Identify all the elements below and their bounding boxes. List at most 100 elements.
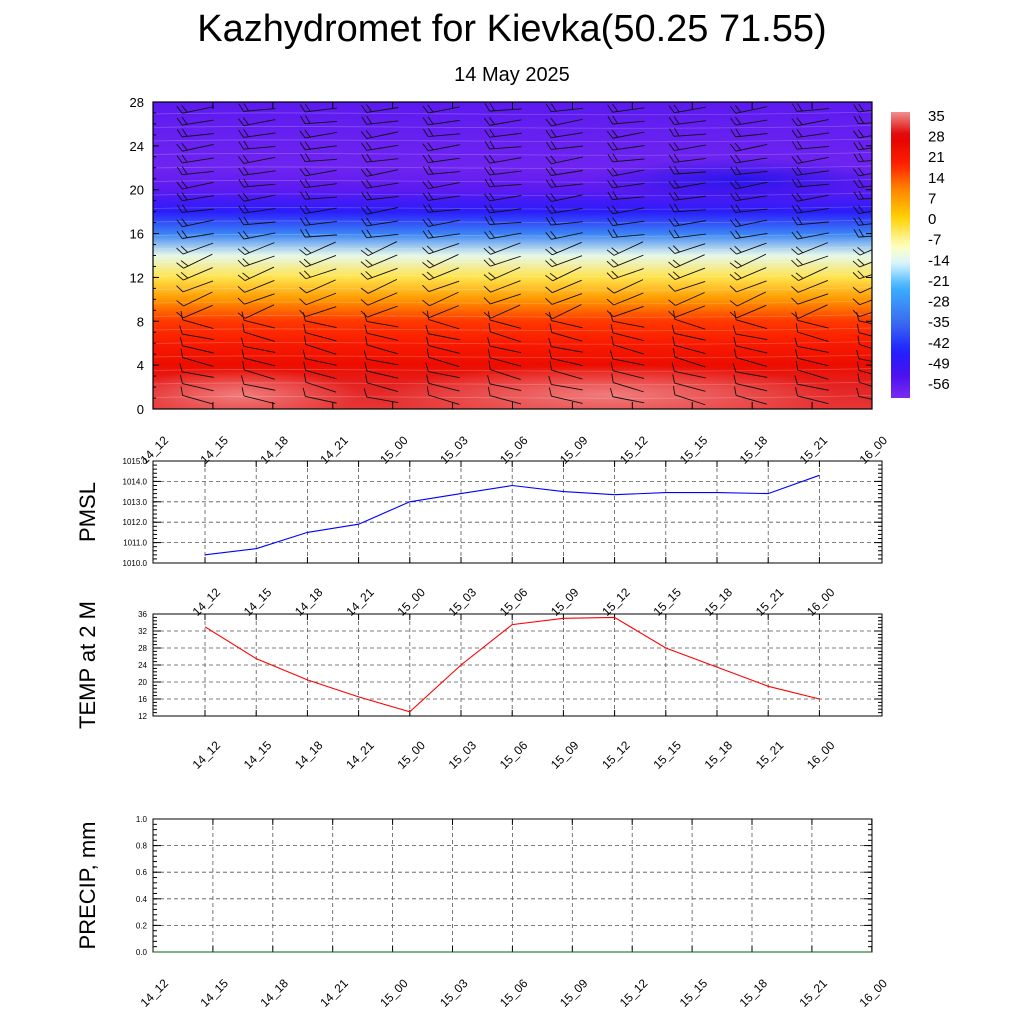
wind-barb-shaft bbox=[183, 253, 213, 269]
precip-ytick-label: 0.2 bbox=[136, 921, 148, 930]
wind-barb bbox=[487, 386, 522, 405]
wind-barb-flag bbox=[611, 270, 619, 278]
wind-barb-shaft bbox=[858, 320, 872, 328]
wind-barb bbox=[361, 191, 399, 201]
wind-barb-shaft bbox=[305, 268, 337, 280]
wind-barb-shaft bbox=[859, 268, 872, 280]
wind-barb-shaft bbox=[366, 196, 399, 201]
wind-barb-shaft bbox=[243, 232, 276, 240]
wind-barb-shaft bbox=[674, 318, 706, 330]
wind-barb-shaft bbox=[366, 396, 399, 404]
wind-barb bbox=[610, 324, 645, 342]
wind-barb-flag bbox=[796, 216, 803, 225]
wind-barb bbox=[791, 255, 829, 267]
wind-barb-flag bbox=[672, 259, 681, 267]
precip-ytick-label: 1.0 bbox=[136, 815, 148, 824]
wind-barb-flag bbox=[668, 154, 675, 163]
wind-barb bbox=[422, 154, 460, 164]
wind-barb-shaft bbox=[612, 207, 645, 215]
wind-barb-flag bbox=[299, 286, 307, 294]
wind-barb bbox=[484, 216, 522, 225]
wind-barb-shaft bbox=[244, 242, 275, 256]
wind-barb-flag bbox=[242, 323, 245, 333]
wind-barb bbox=[426, 310, 460, 330]
wind-barb-flag bbox=[669, 203, 675, 213]
wind-barb bbox=[668, 281, 706, 292]
wind-barb-shaft bbox=[428, 267, 460, 281]
wind-barb bbox=[607, 141, 645, 151]
wind-barb-shaft bbox=[858, 396, 872, 404]
wind-barb-flag bbox=[607, 229, 613, 238]
cs-ytick-label: 20 bbox=[130, 183, 144, 198]
wind-barb-flag bbox=[181, 204, 188, 213]
wind-barb-flag bbox=[609, 350, 614, 360]
wind-barb-flag bbox=[606, 130, 614, 139]
wind-barb-shaft bbox=[735, 195, 768, 202]
wind-barb-shaft bbox=[490, 293, 521, 305]
wind-barb-flag bbox=[366, 179, 373, 188]
wind-barb-shaft bbox=[183, 267, 213, 281]
wind-barb bbox=[853, 228, 872, 238]
wind-barb-flag bbox=[733, 337, 737, 346]
wind-barb bbox=[487, 337, 522, 354]
wind-barb-flag bbox=[853, 130, 860, 139]
wind-barb bbox=[668, 180, 706, 189]
contour-line bbox=[153, 395, 872, 399]
wind-barb-shaft bbox=[551, 118, 583, 127]
wind-barb-flag bbox=[796, 178, 803, 187]
wind-barb-flag bbox=[857, 270, 865, 278]
wind-barb-flag bbox=[489, 204, 495, 213]
cs-xtick-label: 15_00 bbox=[377, 433, 411, 467]
wind-barb-shaft bbox=[490, 242, 521, 255]
contour-line bbox=[153, 381, 872, 386]
wind-barb-flag bbox=[304, 129, 311, 138]
wind-barb bbox=[729, 291, 767, 307]
wind-barb-shaft bbox=[551, 132, 583, 139]
wind-barb-shaft bbox=[305, 370, 337, 380]
wind-barb-shaft bbox=[489, 194, 522, 202]
wind-barb-flag bbox=[303, 270, 311, 278]
wind-barb-shaft bbox=[182, 133, 214, 138]
wind-barb-flag bbox=[361, 142, 368, 151]
wind-barb-flag bbox=[606, 260, 614, 268]
wind-barb bbox=[730, 204, 768, 213]
wind-barb bbox=[237, 279, 275, 293]
wind-barb bbox=[237, 155, 276, 164]
wind-barb-shaft bbox=[858, 207, 872, 215]
wind-barb bbox=[791, 103, 829, 112]
wind-barb-shaft bbox=[735, 383, 768, 392]
colorbar-label: -49 bbox=[928, 355, 950, 372]
wind-barb bbox=[545, 178, 583, 188]
wind-barb-shaft bbox=[674, 382, 706, 392]
wind-barb-flag bbox=[606, 249, 615, 256]
wind-barb-flag bbox=[550, 193, 557, 201]
wind-barb-flag bbox=[426, 348, 430, 358]
wind-barb-shaft bbox=[305, 183, 337, 188]
wind-barb-flag bbox=[607, 142, 614, 151]
precip-ytick-label: 0.4 bbox=[136, 895, 148, 904]
chart-subtitle: 14 May 2025 bbox=[454, 64, 570, 86]
wind-barb-flag bbox=[791, 274, 799, 281]
wind-barb-flag bbox=[489, 128, 495, 137]
wind-barb-flag bbox=[176, 129, 183, 138]
colorbar-label: -28 bbox=[928, 294, 950, 311]
wind-barb-flag bbox=[857, 167, 865, 176]
wind-barb-flag bbox=[179, 337, 183, 346]
wind-barb-flag bbox=[732, 325, 737, 335]
wind-barb-shaft bbox=[244, 304, 275, 319]
wind-barb-flag bbox=[300, 229, 306, 238]
wind-barb-shaft bbox=[858, 370, 872, 380]
wind-barb bbox=[360, 267, 398, 280]
wind-barb-flag bbox=[796, 192, 803, 201]
wind-barb-shaft bbox=[735, 371, 768, 378]
wind-barb bbox=[361, 217, 399, 227]
wind-barb-flag bbox=[611, 129, 619, 138]
wind-barb-flag bbox=[299, 272, 307, 280]
wind-barb-shaft bbox=[674, 243, 706, 254]
wind-barb-flag bbox=[422, 285, 430, 292]
wind-barb bbox=[422, 180, 460, 190]
wind-barb bbox=[548, 375, 583, 391]
wind-barb-shaft bbox=[182, 181, 214, 190]
temp-ytick-label: 24 bbox=[138, 661, 147, 670]
wind-barb-flag bbox=[607, 104, 614, 113]
